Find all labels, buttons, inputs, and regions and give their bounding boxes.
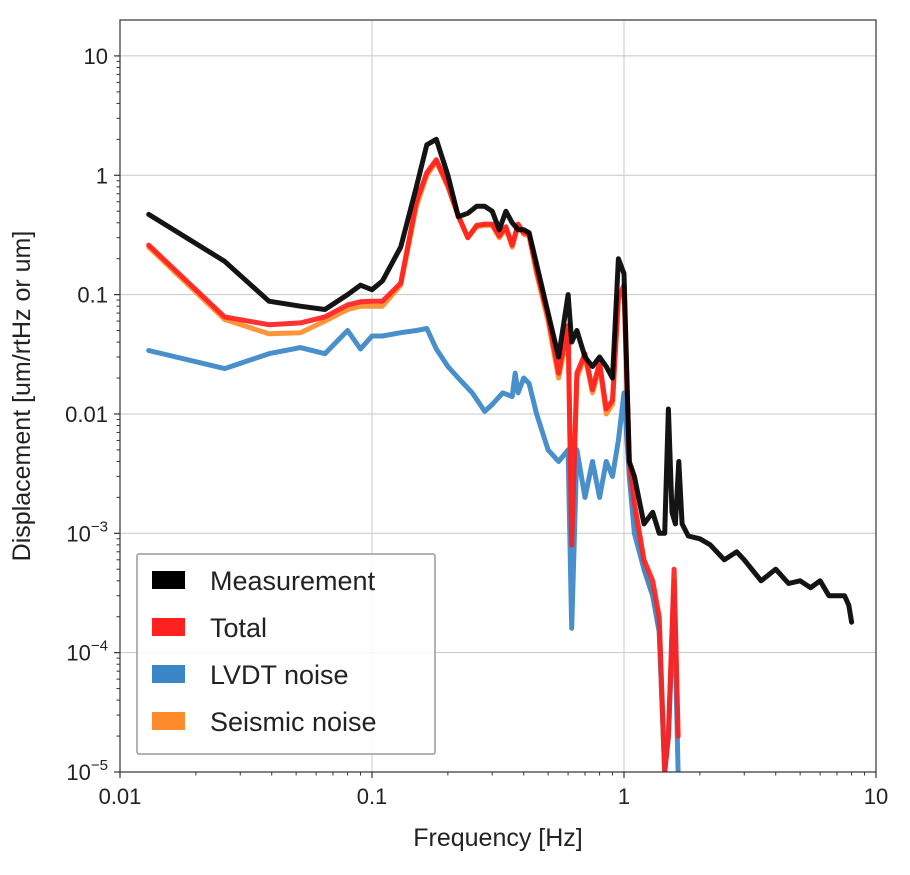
y-tick-label: 10−5 <box>66 757 108 785</box>
x-axis-title: Frequency [Hz] <box>413 824 583 852</box>
y-tick-label: 10−3 <box>66 518 108 546</box>
legend-label: Measurement <box>210 566 376 596</box>
x-tick-label: 1 <box>618 784 630 809</box>
y-axis-title: Displacement [um/rtHz or um] <box>8 231 36 562</box>
x-tick-label: 0.01 <box>99 784 142 809</box>
legend: Measurement Total LVDT noise Seismic noise <box>136 553 436 755</box>
x-tick-label: 0.1 <box>357 784 388 809</box>
legend-box <box>136 553 436 755</box>
series-line-measurement <box>146 136 855 625</box>
y-tick-label: 0.1 <box>77 283 108 308</box>
series-line-lvdt-noise <box>146 326 681 772</box>
series-layer <box>146 136 855 772</box>
series-line-total <box>146 157 681 772</box>
y-tick-label: 1 <box>96 163 108 188</box>
legend-label: Total <box>210 613 267 643</box>
legend-swatch <box>152 571 185 589</box>
y-tick-label: 0.01 <box>65 402 108 427</box>
legend-label: Seismic noise <box>210 707 377 737</box>
legend-swatch <box>152 618 185 636</box>
plot-frame <box>119 19 877 773</box>
y-tick-label: 10−4 <box>66 638 108 666</box>
legend-swatch <box>152 665 185 683</box>
x-tick-label: 10 <box>864 784 888 809</box>
ticks: 0.01 0.1 1 10 10−5 10−4 10−3 0.01 0.1 1 10 <box>65 44 888 809</box>
legend-swatch <box>152 712 185 730</box>
y-tick-label: 10 <box>84 44 108 69</box>
legend-label: LVDT noise <box>210 660 349 690</box>
